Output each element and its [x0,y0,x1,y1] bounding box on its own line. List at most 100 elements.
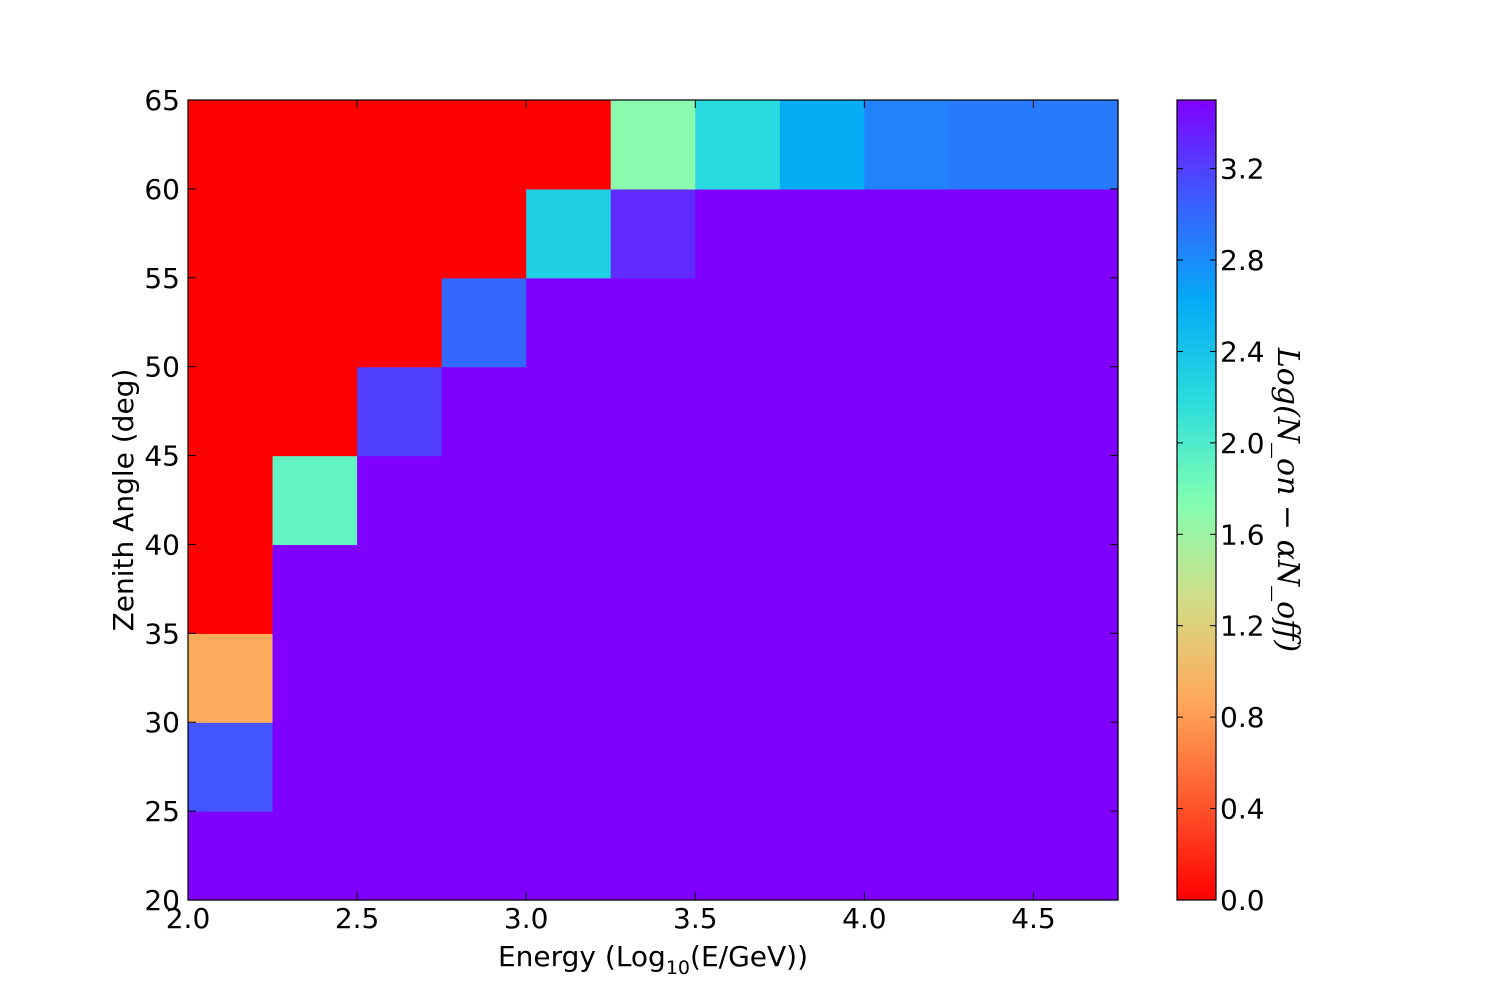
x-axis-ticks: 2.0 2.5 3.0 3.5 4.0 4.5 [166,100,1056,935]
x-tick-label: 3.5 [673,902,718,935]
heatmap-cell [357,100,443,190]
heatmap-cell [526,633,612,723]
heatmap-cell [357,455,443,546]
heatmap-cell [357,811,443,901]
heatmap-cell [695,366,781,457]
heatmap-cell [1033,544,1119,634]
heatmap-cell [357,277,443,368]
heatmap-cell [188,544,274,634]
heatmap-cell [610,455,696,546]
heatmap-cell [695,100,781,190]
heatmap-cell [357,633,443,723]
heatmap-cell [1033,100,1119,190]
heatmap-cells [188,100,1119,901]
heatmap-cell [357,544,443,634]
x-axis-label-tail: (E/GeV)) [690,940,808,973]
x-axis-label: Energy (Log10(E/GeV)) [498,940,808,979]
y-tick-label: 50 [144,351,180,384]
y-tick-label: 40 [144,528,180,561]
heatmap-cell [272,722,358,812]
heatmap-cell [948,100,1035,190]
heatmap-cell [864,277,950,368]
y-axis-ticks: 20 25 30 35 40 45 50 55 60 65 [144,84,1118,917]
heatmap-cell [188,633,274,723]
colorbar-tick-label: 1.6 [1220,518,1265,551]
x-axis-label-subscript: 10 [666,957,690,979]
heatmap-cell [188,455,274,546]
heatmap-cell [441,277,527,368]
x-tick-label: 4.5 [1011,902,1056,935]
heatmap-cell [779,188,865,279]
heatmap-cell [948,277,1035,368]
heatmap-cell [526,455,612,546]
y-tick-label: 55 [144,262,180,295]
colorbar [1176,99,1217,901]
heatmap-cell [779,544,865,634]
heatmap-cell [610,366,696,457]
heatmap-cell [948,366,1035,457]
heatmap-cell [695,277,781,368]
heatmap-cell [441,100,527,190]
colorbar-tick-label: 3.2 [1220,153,1265,186]
heatmap-cell [695,811,781,901]
heatmap-cell [441,455,527,546]
heatmap-cell [610,544,696,634]
heatmap-cell [695,544,781,634]
heatmap-cell [441,366,527,457]
y-axis-label: Zenith Angle (deg) [107,369,140,632]
heatmap-cell [610,100,696,190]
heatmap-cell [779,455,865,546]
colorbar-tick-label: 2.0 [1220,427,1265,460]
heatmap-cell [948,722,1035,812]
heatmap-cell [864,722,950,812]
heatmap-cell [526,100,612,190]
heatmap-cell [188,366,274,457]
heatmap-cell [357,722,443,812]
heatmap-cell [526,366,612,457]
y-tick-label: 65 [144,84,180,117]
y-tick-label: 30 [144,706,180,739]
heatmap-cell [610,277,696,368]
heatmap-cell [526,722,612,812]
heatmap-cell [695,188,781,279]
heatmap-cell [272,455,358,546]
heatmap-cell [357,188,443,279]
heatmap-cell [610,633,696,723]
heatmap-cell [864,100,950,190]
colorbar-label: Log(N_on − αN_off) [1270,347,1305,652]
colorbar-tick-label: 0.8 [1220,701,1265,734]
heatmap-cell [779,811,865,901]
heatmap-cell [188,100,274,190]
heatmap-cell [864,544,950,634]
heatmap-cell [272,633,358,723]
colorbar-tick-label: 0.4 [1220,793,1265,826]
heatmap-cell [1033,722,1119,812]
heatmap-cell [188,811,274,901]
heatmap-cell [441,722,527,812]
heatmap-cell [441,811,527,901]
heatmap-cell [188,188,274,279]
heatmap-cell [695,722,781,812]
y-tick-label: 45 [144,440,180,473]
y-tick-label: 20 [144,884,180,917]
colorbar-tick-label: 2.4 [1220,335,1265,368]
heatmap-cell [864,188,950,279]
heatmap-cell [779,100,865,190]
heatmap-cell [272,544,358,634]
heatmap-cell [441,544,527,634]
heatmap-cell [610,811,696,901]
heatmap-cell [272,366,358,457]
x-tick-label: 3.0 [504,902,549,935]
heatmap-cell [441,633,527,723]
colorbar-tick-label: 1.2 [1220,610,1265,643]
y-tick-label: 60 [144,173,180,206]
heatmap-cell [357,366,443,457]
heatmap-cell [526,188,612,279]
heatmap-cell [526,277,612,368]
heatmap-cell [1033,366,1119,457]
heatmap-cell [1033,633,1119,723]
heatmap-cell [610,188,696,279]
heatmap-cell [948,811,1035,901]
heatmap-cell [695,455,781,546]
